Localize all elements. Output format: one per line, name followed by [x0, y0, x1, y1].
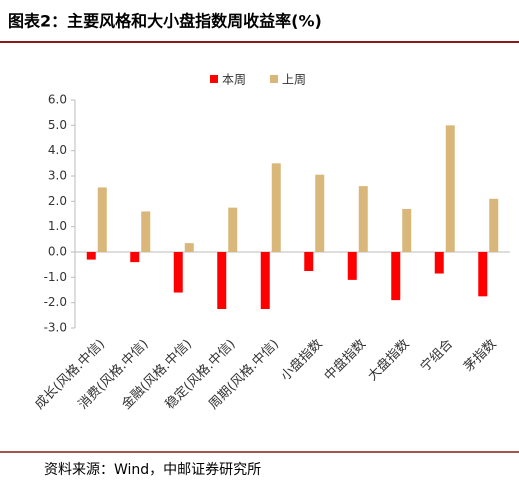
y-tick-label: -2.0: [44, 295, 67, 309]
bar: [217, 252, 227, 309]
bar: [445, 125, 455, 252]
bar: [434, 252, 444, 274]
bar: [130, 252, 140, 263]
bar: [478, 252, 488, 297]
y-tick-label: 4.0: [48, 143, 67, 157]
bar: [271, 163, 281, 252]
bar: [260, 252, 270, 309]
legend-label: 上周: [282, 73, 306, 87]
source: 资料来源：Wind，中邮证券研究所: [44, 462, 261, 478]
y-tick-label: 0.0: [48, 245, 67, 259]
bar: [97, 187, 107, 252]
bar: [228, 207, 238, 252]
legend-label: 本周: [222, 73, 246, 87]
x-tick-label: 中盘指数: [321, 336, 369, 384]
bar: [86, 252, 96, 260]
bar: [489, 198, 499, 252]
y-tick-label: -3.0: [44, 321, 67, 335]
y-tick-label: 2.0: [48, 194, 67, 208]
y-tick-label: 3.0: [48, 169, 67, 183]
bar: [315, 174, 325, 252]
bar: [141, 211, 151, 252]
x-tick-label: 宁组合: [417, 336, 456, 375]
legend-swatch: [270, 75, 278, 83]
bar: [173, 252, 183, 293]
bar: [402, 208, 412, 252]
legend-swatch: [210, 75, 218, 83]
y-tick-label: 1.0: [48, 219, 67, 233]
bar: [391, 252, 401, 301]
x-tick-label: 茅指数: [461, 337, 499, 375]
y-tick-label: 5.0: [48, 118, 67, 132]
chart-title: 图表2：主要风格和大小盘指数周收益率(%): [8, 12, 322, 31]
x-tick-label: 大盘指数: [364, 336, 412, 384]
x-tick-label: 小盘指数: [277, 336, 325, 384]
y-tick-label: -1.0: [44, 270, 67, 284]
bar: [347, 252, 357, 280]
bar: [184, 243, 194, 252]
bar: [304, 252, 314, 271]
y-tick-label: 6.0: [48, 93, 67, 107]
bar: [358, 186, 368, 252]
